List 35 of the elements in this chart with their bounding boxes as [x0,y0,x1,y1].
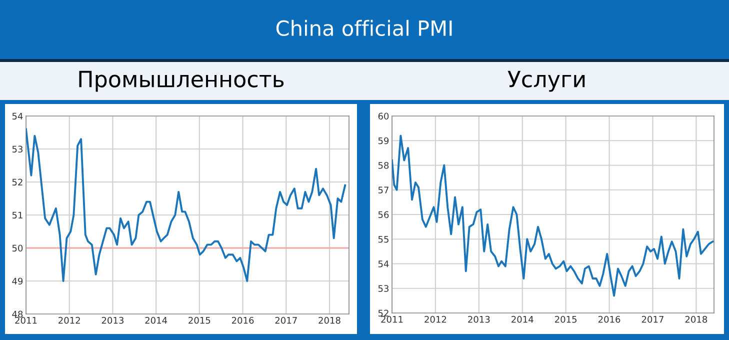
x-tick-label: 2012 [58,316,80,324]
x-tick-label: 2017 [275,316,297,324]
y-tick-label: 60 [378,112,389,120]
x-tick-label: 2015 [554,316,577,323]
x-tick-label: 2013 [468,316,490,323]
chart-title: China official PMI [276,20,452,36]
y-tick-label: 48 [12,310,23,318]
chart-subtitle: Промышленность [79,70,284,92]
y-tick-label: 50 [12,244,23,252]
y-tick-label: 52 [378,310,388,317]
y-tick-label: 52 [12,178,22,186]
x-tick-label: 2017 [642,316,664,323]
y-tick-label: 55 [378,236,388,243]
x-tick-label: 2014 [145,316,168,324]
x-tick-label: 2016 [232,316,254,324]
y-tick-label: 51 [12,212,22,219]
chart-subtitle: Услуги [508,70,585,92]
x-tick-label: 2018 [685,316,708,323]
y-tick-label: 58 [378,162,389,169]
y-tick-label: 54 [12,112,23,120]
x-tick-label: 2012 [424,316,446,323]
y-tick-label: 59 [378,137,389,144]
y-tick-label: 54 [378,260,389,268]
x-tick-label: 2011 [15,316,37,324]
x-tick-label: 2014 [512,316,534,323]
y-tick-label: 49 [12,278,23,285]
x-tick-label: 2011 [381,316,403,323]
x-tick-label: 2015 [188,316,210,324]
x-tick-label: 2016 [598,316,620,323]
x-tick-label: 2018 [318,316,340,324]
y-tick-label: 53 [12,146,22,153]
y-tick-label: 57 [378,186,388,194]
y-tick-label: 56 [378,211,389,218]
x-tick-label: 2013 [102,316,124,324]
y-tick-label: 53 [378,285,388,292]
